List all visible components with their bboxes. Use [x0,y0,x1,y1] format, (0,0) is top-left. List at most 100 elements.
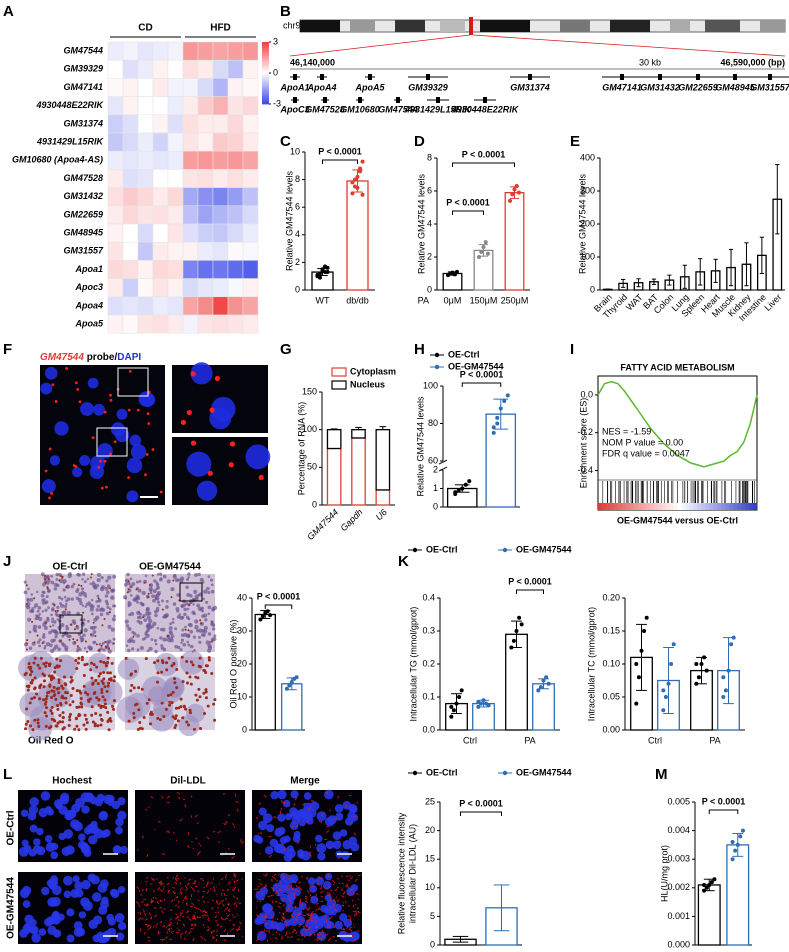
nucleus [28,805,38,815]
tissue-dot [125,624,130,628]
ldl-signal [172,832,176,834]
lipid-droplet [136,727,140,731]
rank-gradient [701,503,706,510]
lipid-droplet [189,682,193,686]
x-tick-label: U6 [374,507,389,522]
data-point [320,268,325,273]
nucleus [66,908,75,917]
y-tick-label: 40 [237,592,247,602]
ldl-signal [157,821,161,823]
tissue-dot [93,617,98,622]
data-point [495,415,500,420]
data-point [508,198,513,203]
lipid-droplet [44,581,47,584]
ldl-signal [334,901,337,904]
heat-cell [242,296,259,316]
row-label: GM47141 [63,82,103,92]
ldl-signal [168,930,171,933]
nucleus [89,824,99,834]
ldl-signal [153,906,156,909]
ldl-signal [297,819,300,821]
data-point [477,255,482,259]
heat-cell [227,96,244,116]
bar [351,437,366,506]
data-point [358,166,363,171]
heat-cell [227,114,244,134]
ldl-signal [318,931,323,936]
ldl-signal [184,937,186,941]
lipid-droplet [29,681,33,685]
lipid-droplet [90,713,94,717]
tissue-dot [65,626,70,631]
data-point [516,190,521,195]
nucleus [22,924,33,934]
lipid-droplet [72,638,75,641]
tissue-dot [124,597,127,600]
probe-dot [128,369,132,373]
nucleus [272,882,282,893]
nucleus [256,915,266,925]
ldl-signal [320,890,324,894]
data-point [661,688,666,693]
lipid-droplet [64,701,68,705]
rank-gradient [633,503,639,510]
lipid-droplet [69,712,73,716]
lipid-droplet [194,693,198,697]
heat-cell [242,314,259,334]
ldl-signal [180,936,182,939]
heat-cell [107,169,124,188]
tissue-dot [107,624,112,629]
tissue-dot [187,643,191,647]
lipid-droplet [186,723,190,727]
lipid-droplet [193,598,196,601]
data-point [738,834,743,839]
lipid-droplet [36,718,40,722]
nucleus [317,852,326,861]
lipid-droplet [100,679,104,683]
data-point [726,668,731,673]
ldl-signal [170,927,173,930]
tissue-dot [186,577,190,581]
lipid-droplet [204,670,208,674]
tissue-dot [55,578,59,581]
image-column-label: Dil-LDL [170,776,206,787]
probe-dot [44,469,48,473]
lipid-droplet [75,666,79,670]
ldl-signal [239,921,242,925]
lipid-droplet [205,664,209,668]
heat-cell [137,78,154,97]
nucleus [38,807,48,818]
lipid-droplet [42,685,46,689]
tissue-dot [46,589,51,593]
panel-letter: E [570,133,580,150]
tissue-dot [144,632,148,636]
p-value: P < 0.0001 [460,369,504,379]
lipid-droplet [24,727,28,731]
ldl-signal [315,938,319,942]
data-point [729,642,734,647]
lipid-droplet [35,692,39,696]
significance-bracket [516,589,544,594]
colorbar-step [262,101,269,105]
probe-dot [146,412,150,416]
lipid-droplet [27,662,31,666]
lipid-droplet [44,700,48,704]
nucleus [274,827,284,837]
tissue-dot [56,618,60,621]
data-point [709,880,714,885]
tissue-dot [156,600,161,604]
tissue-dot [182,642,187,647]
y-tick-label: 10 [237,691,247,701]
ldl-signal [309,893,312,897]
y-tick-label: 0 [430,939,435,949]
probe-dot [99,459,102,463]
heat-cell [137,150,154,170]
heat-cell [167,132,184,152]
ldl-signal [352,904,355,908]
probe-dot [48,496,51,500]
significance-bracket [322,159,358,164]
tissue-dot [56,605,60,609]
rank-gradient [713,503,718,510]
tissue-dot [211,627,216,631]
lipid-droplet [30,670,34,674]
